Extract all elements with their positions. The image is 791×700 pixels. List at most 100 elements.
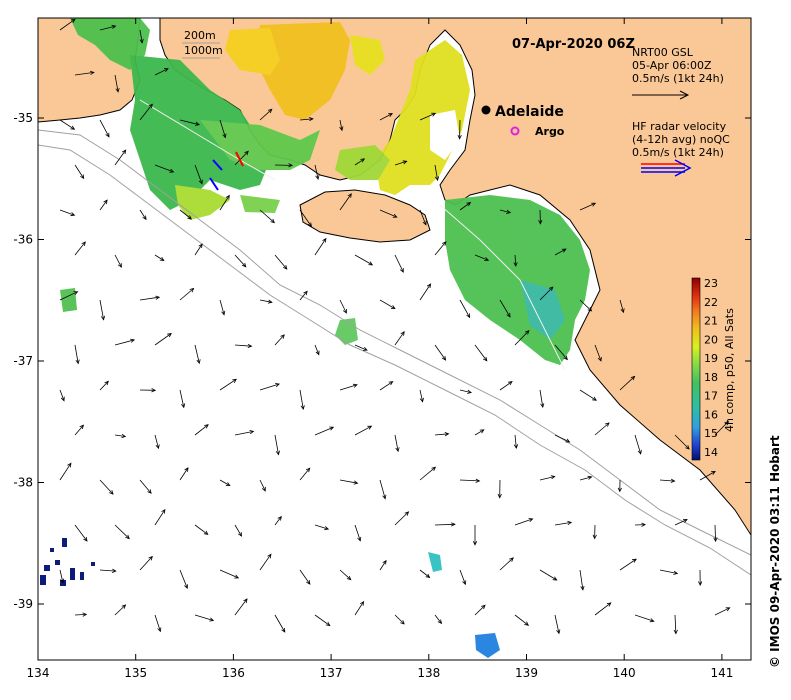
velocity-arrow [474,344,488,362]
velocity-arrow [659,479,675,482]
velocity-arrowhead [111,568,117,573]
velocity-arrowhead [196,359,201,365]
velocity-arrow [314,344,320,355]
map-area: Adelaide Argo 200m 1000m 07-Apr-2020 06Z… [38,18,751,660]
velocity-arrowhead [261,486,266,492]
velocity-arrow [674,614,677,634]
argo-label: Argo [535,125,565,138]
velocity-arrow [474,605,486,616]
velocity-arrow [419,389,423,402]
velocity-arrowhead [565,438,571,443]
hf-radar-vectors [209,151,244,191]
argo-marker [510,126,520,136]
velocity-arrowhead [148,555,153,561]
velocity-arrow [59,463,72,481]
velocity-arrow [379,479,386,499]
velocity-arrowhead [357,536,362,542]
velocity-arrow [434,523,455,526]
velocity-arrow [219,378,237,391]
velocity-arrowhead [315,350,320,356]
velocity-arrowhead [567,520,573,526]
velocity-arrowhead [117,263,122,268]
velocity-arrow [234,524,242,537]
velocity-arrowhead [225,194,230,200]
velocity-arrow [219,569,239,579]
gsl-legend-line2: 05-Apr 06:00Z [632,59,712,72]
velocity-arrow [299,569,311,585]
velocity-arrowhead [649,618,655,623]
velocity-arrowhead [597,356,602,362]
velocity-arrow [99,569,116,572]
velocity-arrowhead [148,103,153,109]
velocity-arrow [634,434,642,455]
velocity-arrow [554,434,570,443]
velocity-arrowhead [325,621,331,627]
velocity-arrowhead [122,149,127,155]
velocity-arrowhead [388,381,394,386]
velocity-arrow [114,254,122,268]
velocity-arrow [259,209,275,223]
velocity-arrowhead [288,163,294,168]
bathy-label-1000m: 1000m [184,44,223,57]
velocity-arrowhead [203,530,209,535]
velocity-arrow [619,558,637,571]
y-tick-label: -35 [13,111,33,125]
velocity-arrow [354,158,365,166]
velocity-arrow [154,434,159,449]
velocity-arrowhead [425,573,431,579]
velocity-arrow [394,434,399,452]
velocity-arrowhead [630,375,636,381]
velocity-arrow [179,288,194,301]
velocity-arrow [379,299,396,309]
velocity-arrowhead [225,482,231,487]
velocity-arrowhead [419,397,424,403]
velocity-arrow [274,254,288,270]
velocity-arrowhead [395,447,400,453]
velocity-arrowhead [673,629,678,635]
colorbar-tick-label: 17 [704,390,718,403]
velocity-arrowhead [587,475,593,480]
velocity-arrowhead [70,18,76,23]
x-axis: 134 135 136 137 138 139 140 141 [27,18,733,680]
velocity-arrow [659,569,678,574]
velocity-arrow [74,524,88,542]
velocity-arrow [634,614,654,622]
hf-legend-line2: (4-12h avg) noQC [632,133,730,146]
velocity-arrow [619,376,635,391]
velocity-arrow [259,383,280,391]
velocity-arrowhead [222,133,227,139]
velocity-arrow [514,434,517,449]
velocity-arrow [354,524,361,541]
velocity-arrow [474,429,485,436]
velocity-arrow [674,434,690,450]
velocity-arrowhead [121,604,127,609]
velocity-arrowhead [73,291,79,296]
velocity-arrow [139,29,143,43]
velocity-arrow [299,389,304,410]
velocity-arrowhead [524,621,530,626]
velocity-arrowhead [402,160,408,165]
velocity-arrowhead [483,356,488,362]
velocity-arrow [139,296,160,301]
velocity-arrow [459,479,480,482]
velocity-arrowhead [580,585,585,591]
adelaide-label: Adelaide [495,104,564,120]
velocity-arrowhead [400,620,405,625]
velocity-arrowhead [725,607,731,612]
velocity-arrowhead [157,627,162,633]
y-tick-label: -36 [13,233,33,247]
velocity-arrowhead [467,389,473,394]
velocity-arrowhead [308,117,314,122]
velocity-arrowhead [103,199,108,205]
x-tick-label: 137 [320,666,343,680]
velocity-arrowhead [115,87,120,93]
velocity-arrow [194,344,200,364]
velocity-arrow [579,202,596,211]
velocity-arrowhead [388,113,394,118]
velocity-arrow [514,614,529,626]
velocity-arrowhead [637,449,642,455]
velocity-arrowhead [184,584,188,590]
velocity-arrowhead [497,493,502,499]
colorbar-tick-label: 15 [704,427,718,440]
velocity-arrow [259,479,266,492]
